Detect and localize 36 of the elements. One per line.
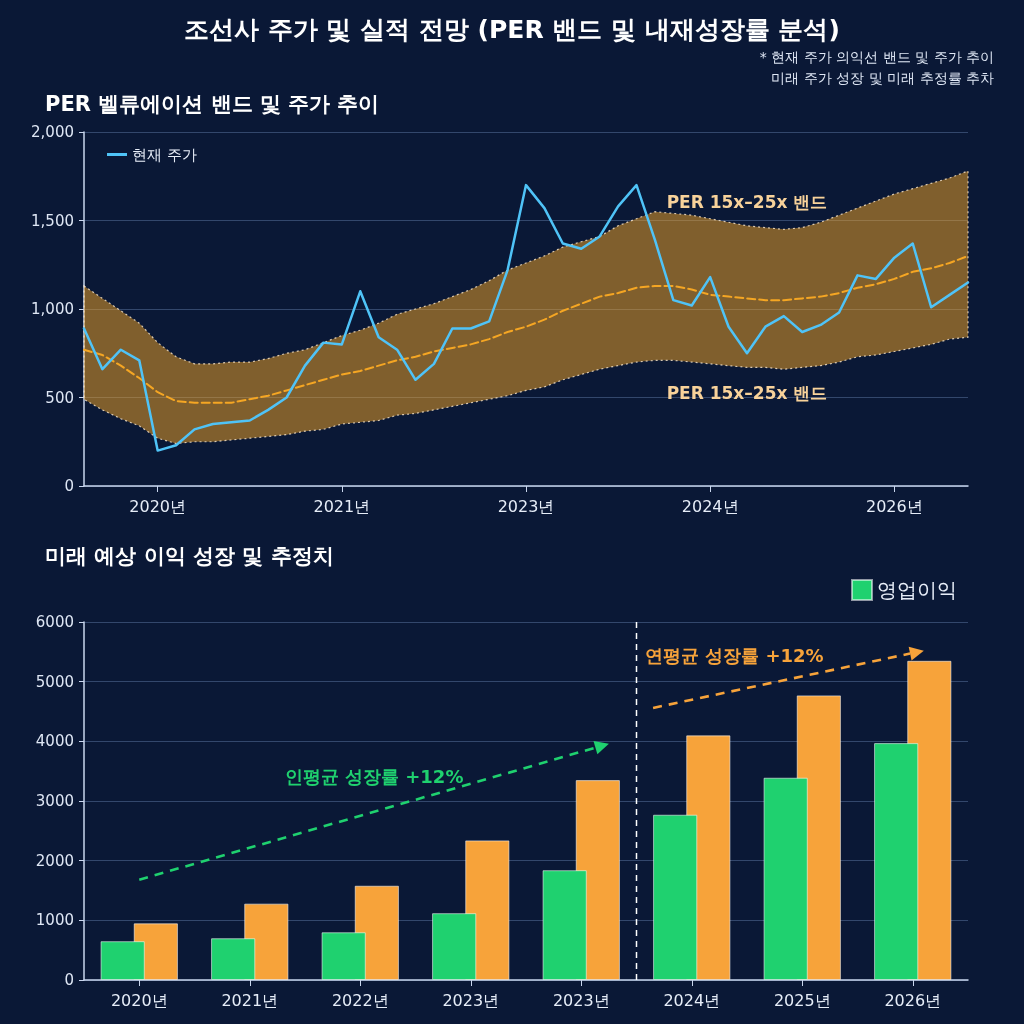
- y-tick-label: 2,000: [31, 123, 74, 141]
- x-tick-label: 2020년: [129, 496, 187, 516]
- annotation: 연평균 성장률 +12%: [644, 645, 824, 667]
- text: * 현재 주가 의익선 밴드 및 주가 추이: [759, 49, 994, 65]
- x-tick-label: 2020년: [110, 990, 168, 1010]
- x-tick-label: 2022년: [331, 990, 389, 1010]
- x-tick-label: 2021년: [313, 496, 371, 516]
- y-tick-label: 0: [64, 971, 74, 989]
- y-tick-label: 5000: [35, 672, 74, 691]
- chart-subtitle: PER 벨류에이션 밴드 및 주가 추이: [45, 91, 380, 116]
- y-tick-label: 3000: [35, 792, 74, 810]
- x-tick-label: 2023년: [442, 990, 500, 1010]
- annotation: 인평균 성장률 +12%: [284, 766, 464, 788]
- x-tick-label: 2021년: [221, 990, 279, 1010]
- y-tick-label: 1,000: [31, 300, 74, 318]
- x-tick-label: 2024년: [681, 496, 739, 516]
- y-tick-label: 0: [64, 477, 74, 495]
- x-tick-label: 2023년: [552, 990, 610, 1010]
- legend-label: 현재 주가: [132, 145, 197, 164]
- y-tick-label: 1,500: [31, 211, 74, 230]
- y-tick-label: 1000: [35, 911, 74, 930]
- y-tick-label: 500: [45, 388, 74, 407]
- x-tick-label: 2026년: [865, 496, 923, 516]
- x-tick-label: 2026년: [884, 990, 942, 1010]
- y-tick-label: 2000: [35, 851, 74, 870]
- y-tick-label: 6000: [35, 613, 74, 631]
- legend-label: 영업이익: [877, 578, 957, 602]
- y-tick-label: 4000: [35, 732, 74, 751]
- annotation: PER 15x–25x 밴드: [666, 191, 828, 212]
- chart-title: 조선사 주가 및 실적 전망 (PER 밴드 및 내재성장률 분석): [184, 15, 840, 44]
- annotation: PER 15x–25x 밴드: [666, 383, 828, 404]
- text: 미래 주가 성장 및 미래 추정률 추차: [771, 70, 994, 86]
- chart-title: 미래 예상 이익 성장 및 추정치: [45, 543, 334, 568]
- x-tick-label: 2024년: [663, 990, 721, 1010]
- x-tick-label: 2025년: [773, 990, 831, 1010]
- x-tick-label: 2023년: [497, 496, 555, 516]
